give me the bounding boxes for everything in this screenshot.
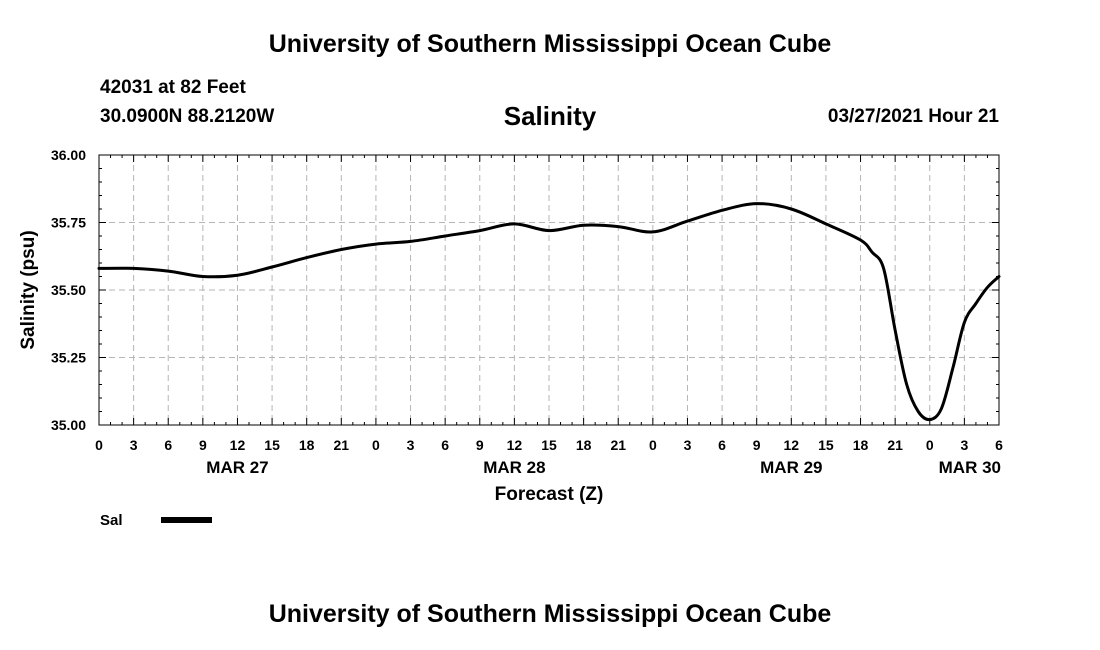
x-tick-label: 18	[853, 437, 869, 453]
x-tick-label: 12	[507, 437, 523, 453]
y-tick-labels: 35.00 35.25 35.50 35.75 36.00	[51, 147, 86, 433]
x-tick-label: 21	[887, 437, 903, 453]
x-tick-label: 6	[995, 437, 1003, 453]
x-tick-label: 3	[130, 437, 138, 453]
date-label: MAR 28	[483, 458, 545, 477]
station-depth-label: 42031 at 82 Feet	[100, 77, 246, 98]
x-axis-title: Forecast (Z)	[495, 484, 604, 505]
chart-title: University of Southern Mississippi Ocean…	[268, 30, 832, 58]
date-labels: MAR 27 MAR 28 MAR 29 MAR 30	[206, 458, 1001, 477]
x-tick-label: 15	[264, 437, 280, 453]
legend-label: Sal	[100, 512, 123, 529]
y-tick-label: 35.75	[51, 215, 86, 231]
x-tick-label: 6	[164, 437, 172, 453]
x-tick-label: 18	[576, 437, 592, 453]
footer-title: University of Southern Mississippi Ocean…	[268, 600, 832, 628]
x-tick-label: 3	[684, 437, 692, 453]
y-tick-label: 35.25	[51, 350, 86, 366]
x-tick-label: 0	[372, 437, 380, 453]
y-tick-label: 35.50	[51, 282, 86, 298]
x-tick-label: 9	[199, 437, 207, 453]
x-tick-label: 0	[95, 437, 103, 453]
forecast-datetime: 03/27/2021 Hour 21	[827, 106, 999, 127]
x-tick-label: 9	[753, 437, 761, 453]
x-tick-label: 6	[718, 437, 726, 453]
x-tick-label: 12	[784, 437, 800, 453]
plot-frame	[98, 154, 1000, 426]
grid-lines	[99, 155, 999, 425]
legend: Sal	[100, 512, 212, 529]
y-tick-label: 35.00	[51, 417, 86, 433]
series-layer	[97, 202, 1001, 422]
station-coordinates: 30.0900N 88.2120W	[100, 106, 275, 127]
y-tick-label: 36.00	[51, 147, 86, 163]
x-tick-label: 3	[407, 437, 415, 453]
x-tick-label: 15	[541, 437, 557, 453]
x-tick-label: 6	[441, 437, 449, 453]
date-label: MAR 30	[939, 458, 1001, 477]
date-label: MAR 29	[760, 458, 822, 477]
x-tick-label: 21	[610, 437, 626, 453]
x-tick-label: 15	[818, 437, 834, 453]
x-tick-labels: 0 3 6 9 12 15 18 21 0 3 6 9 12 15 18 21 0 3 6 9 12 15 18 21 0 3 6	[95, 437, 1003, 453]
series-line-salinity	[97, 202, 1001, 422]
x-tick-label: 18	[299, 437, 315, 453]
x-tick-label: 3	[960, 437, 968, 453]
parameter-title: Salinity	[503, 101, 597, 131]
x-tick-label: 9	[476, 437, 484, 453]
y-axis-title: Salinity (psu)	[18, 230, 39, 349]
date-label: MAR 27	[206, 458, 268, 477]
x-tick-label: 12	[230, 437, 246, 453]
x-tick-label: 0	[926, 437, 934, 453]
x-tick-label: 21	[334, 437, 350, 453]
x-tick-label: 0	[649, 437, 657, 453]
